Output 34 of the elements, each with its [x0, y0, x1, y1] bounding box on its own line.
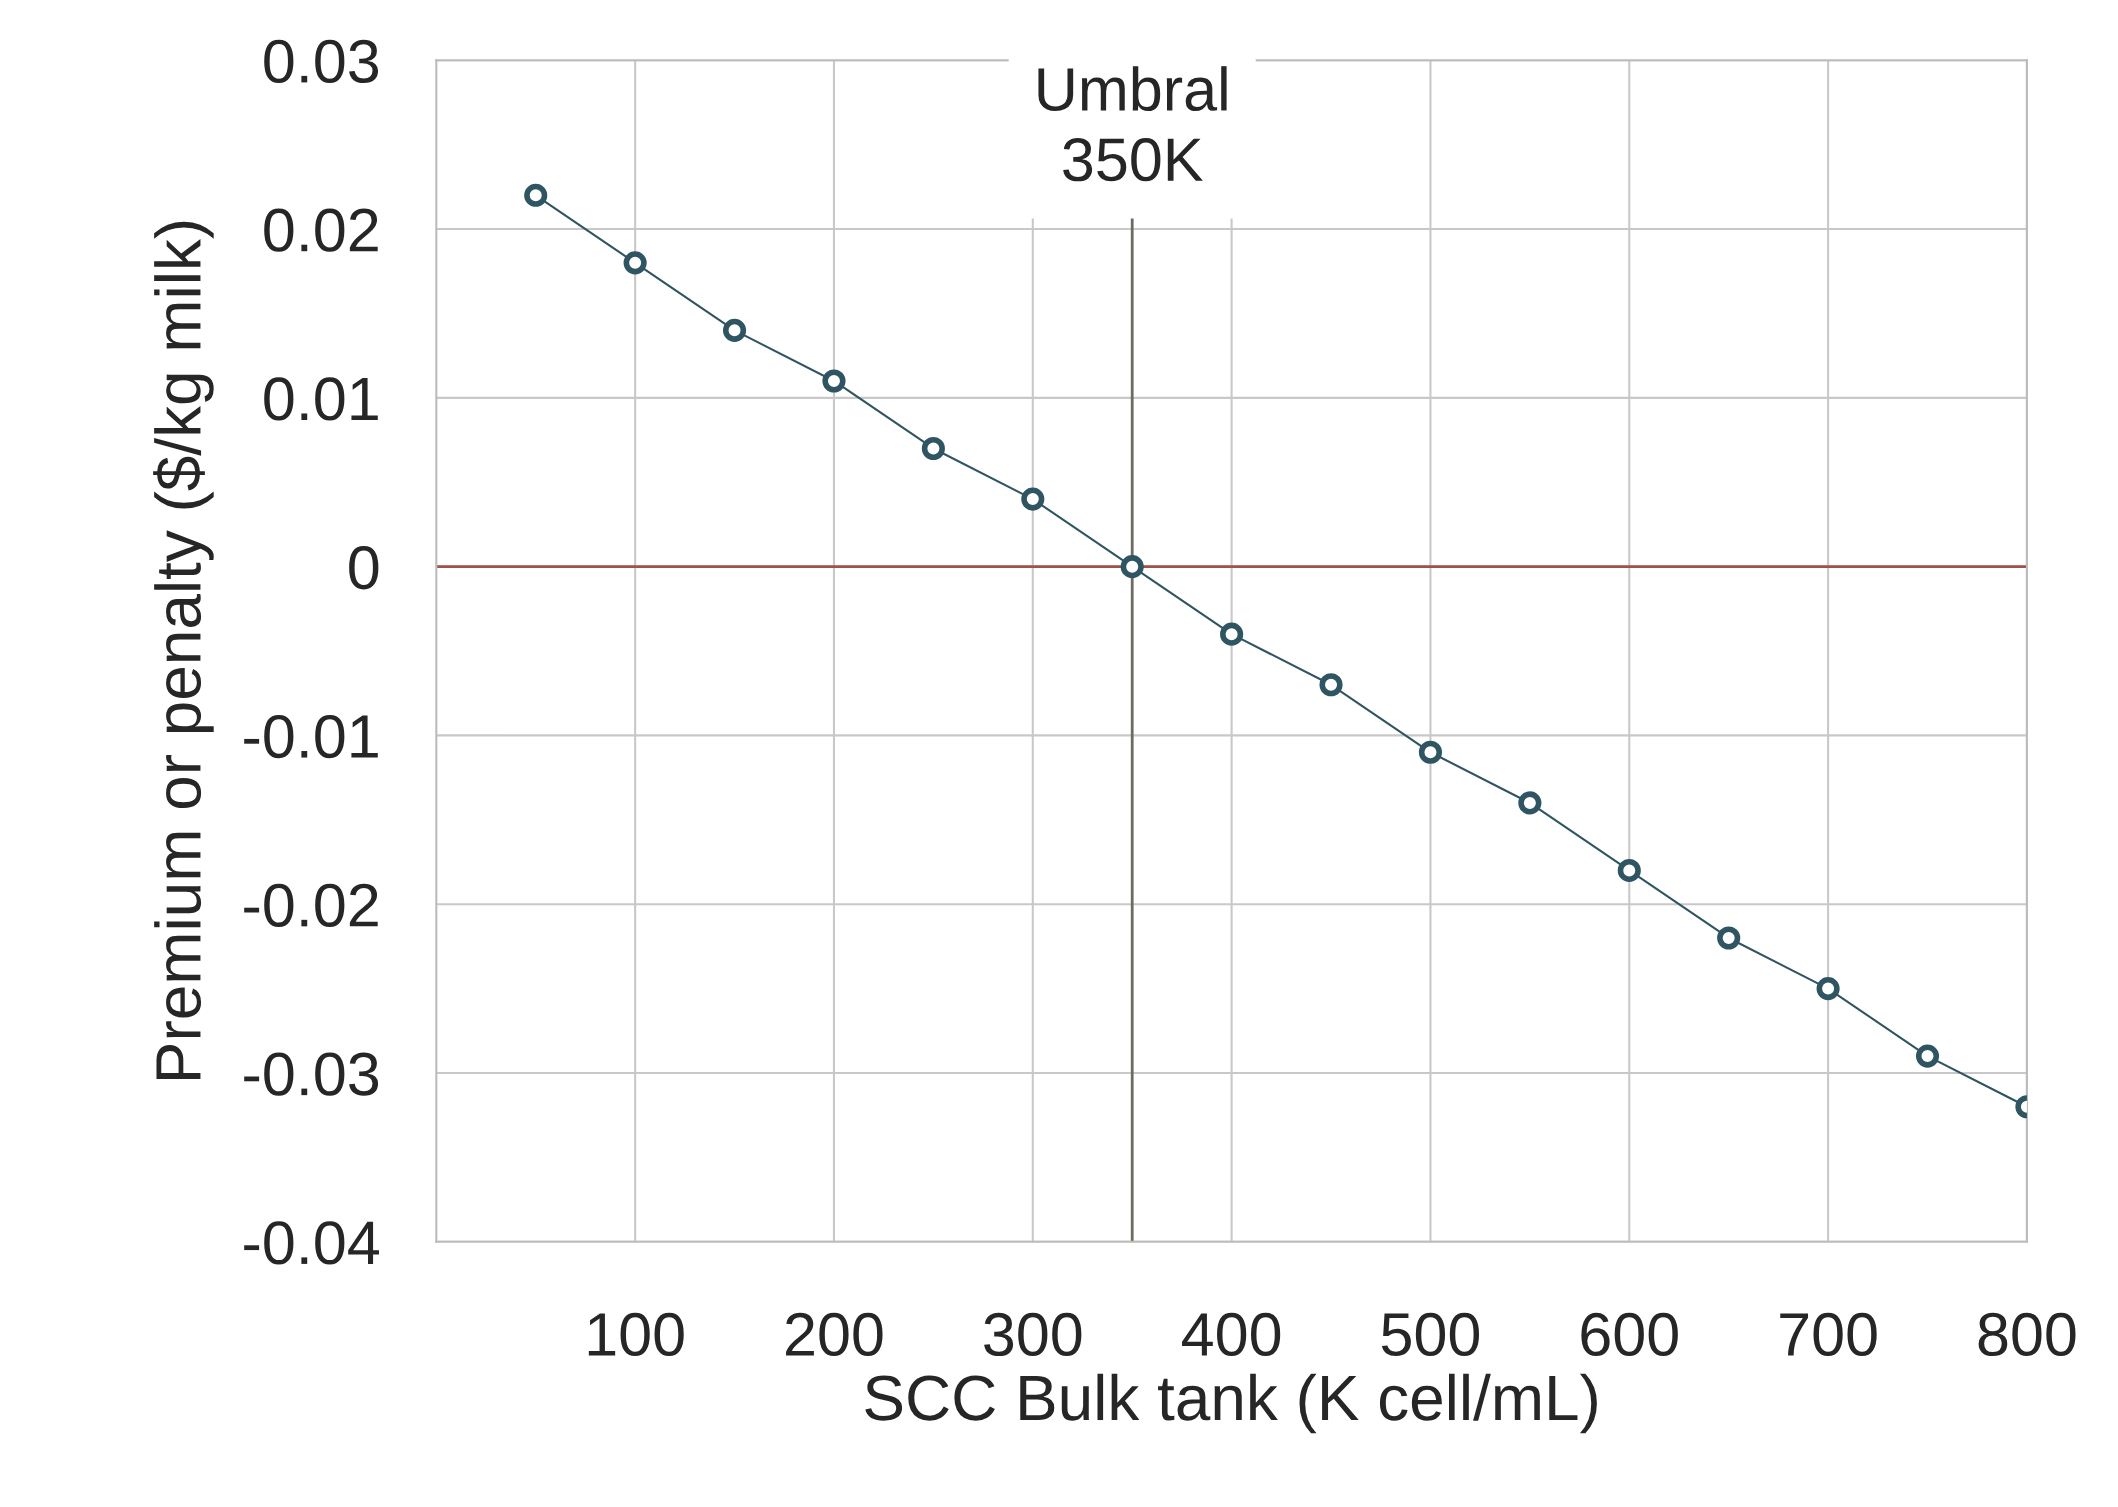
y-tick-label: 0.02: [264, 208, 378, 252]
ref-line-label: Umbral 350K: [1038, 66, 1227, 182]
point: [822, 369, 846, 393]
y-tick-label: 0.01: [264, 377, 378, 421]
point: [1915, 1044, 1940, 1068]
point: [1717, 926, 1741, 950]
point: [623, 251, 647, 275]
x-tick-label: 500: [1381, 1312, 1480, 1357]
point: [722, 318, 747, 342]
point: [1220, 622, 1244, 646]
x-tick-label: 100: [588, 1312, 684, 1357]
point: [1816, 977, 1840, 1001]
x-axis-title: SCC Bulk tank (K cell/mL): [865, 1373, 1597, 1434]
y-tick-label: -0.04: [244, 1221, 379, 1265]
x-tick-label: 200: [786, 1312, 883, 1357]
x-tick-label: 300: [984, 1312, 1082, 1357]
point: [1617, 858, 1641, 883]
y-tick-label: 0.03: [264, 39, 379, 84]
point: [1120, 555, 1144, 579]
point: [921, 436, 945, 461]
y-tick-label: -0.01: [244, 714, 378, 759]
y-tick-label: -0.02: [244, 883, 378, 927]
point: [1518, 791, 1542, 815]
point: [524, 183, 548, 207]
x-tick-label: 700: [1780, 1312, 1877, 1357]
x-tick-label: 400: [1182, 1312, 1281, 1357]
y-tick-label: -0.03: [244, 1052, 379, 1096]
y-axis-title: Premium or penalty ($/kg milk): [153, 221, 214, 1079]
y-tick-label: 0: [349, 546, 379, 590]
point: [1021, 487, 1045, 511]
x-tick-label: 800: [1978, 1312, 2076, 1357]
point: [1319, 673, 1343, 697]
point: [1418, 740, 1443, 764]
x-tick-label: 600: [1581, 1312, 1678, 1357]
